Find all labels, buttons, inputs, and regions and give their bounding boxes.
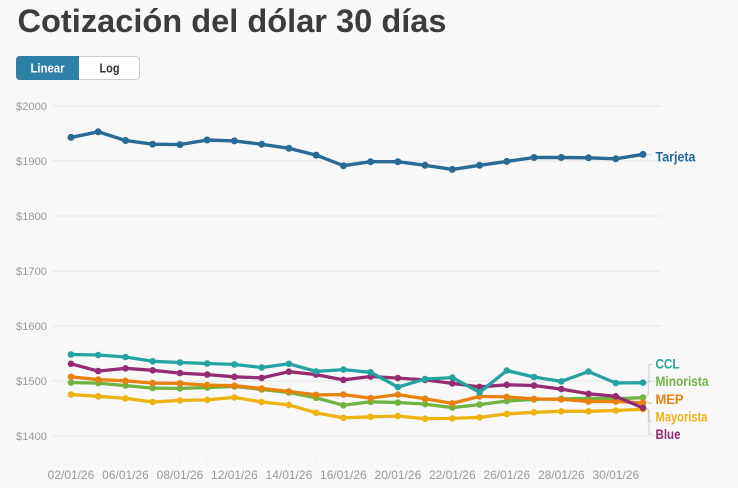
svg-text:22/01/26: 22/01/26 <box>429 468 476 482</box>
svg-text:$2000: $2000 <box>16 101 47 113</box>
svg-text:Tarjeta: Tarjeta <box>656 150 696 165</box>
svg-text:Minorista: Minorista <box>656 374 709 389</box>
svg-text:$1900: $1900 <box>16 156 47 168</box>
svg-text:12/01/26: 12/01/26 <box>211 468 258 482</box>
svg-text:08/01/26: 08/01/26 <box>157 468 204 482</box>
svg-text:Linear: Linear <box>31 62 65 76</box>
svg-text:28/01/26: 28/01/26 <box>538 468 585 482</box>
svg-text:Cotización del dólar 30 días: Cotización del dólar 30 días <box>18 3 447 39</box>
svg-text:CCL: CCL <box>656 357 680 372</box>
svg-text:$1500: $1500 <box>16 376 47 388</box>
svg-text:$1700: $1700 <box>16 266 47 278</box>
svg-text:Blue: Blue <box>656 427 681 442</box>
svg-text:30/01/26: 30/01/26 <box>592 468 639 482</box>
svg-text:Mayorista: Mayorista <box>656 410 708 425</box>
svg-text:14/01/26: 14/01/26 <box>266 468 313 482</box>
svg-text:$1400: $1400 <box>16 431 47 443</box>
svg-text:$1600: $1600 <box>16 321 47 333</box>
svg-text:Log: Log <box>100 62 120 76</box>
svg-text:16/01/26: 16/01/26 <box>320 468 367 482</box>
svg-text:02/01/26: 02/01/26 <box>48 468 95 482</box>
svg-text:MEP: MEP <box>656 392 684 407</box>
svg-text:$1800: $1800 <box>16 211 47 223</box>
svg-text:20/01/26: 20/01/26 <box>375 468 422 482</box>
svg-text:06/01/26: 06/01/26 <box>102 468 149 482</box>
svg-text:26/01/26: 26/01/26 <box>483 468 530 482</box>
